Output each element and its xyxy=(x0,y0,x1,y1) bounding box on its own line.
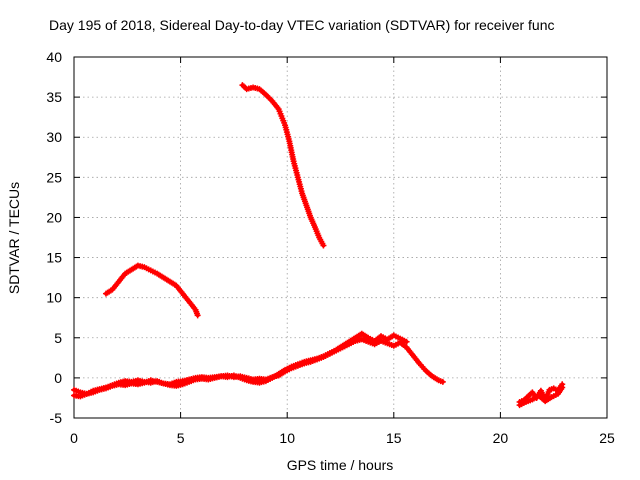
y-tick-label: -5 xyxy=(50,410,63,426)
data-point-marker xyxy=(194,312,201,319)
plot-frame xyxy=(73,56,608,419)
series-arc-d xyxy=(239,82,327,249)
x-axis-label: GPS time / hours xyxy=(287,457,394,473)
y-axis-label: SDTVAR / TECUs xyxy=(6,182,22,294)
y-tick-label: 20 xyxy=(46,209,62,225)
y-tick-label: 10 xyxy=(46,290,62,306)
grid-lines xyxy=(74,57,607,418)
y-tick-label: 40 xyxy=(46,49,62,65)
series-arc-b xyxy=(71,330,410,400)
y-tick-label: 35 xyxy=(46,89,62,105)
x-tick-label: 25 xyxy=(599,430,615,446)
chart-title: Day 195 of 2018, Sidereal Day-to-day VTE… xyxy=(49,17,555,33)
x-tick-label: 10 xyxy=(279,430,295,446)
data-series xyxy=(71,82,566,409)
x-tick-label: 20 xyxy=(493,430,509,446)
y-tick-label: 5 xyxy=(54,330,62,346)
x-tick-label: 15 xyxy=(386,430,402,446)
y-tick-label: 15 xyxy=(46,250,62,266)
data-point-marker xyxy=(320,242,327,249)
y-tick-label: 30 xyxy=(46,129,62,145)
x-tick-label: 5 xyxy=(177,430,185,446)
data-point-marker xyxy=(403,338,410,345)
series-arc-f xyxy=(516,384,566,409)
y-tick-label: 25 xyxy=(46,169,62,185)
data-point-marker xyxy=(559,384,566,391)
y-tick-label: 0 xyxy=(54,370,62,386)
x-tick-label: 0 xyxy=(70,430,78,446)
axis-ticks: 0 5 10 15 20 25 -5 0 5 10 15 20 25 30 35 40 xyxy=(46,49,615,446)
data-point-marker xyxy=(439,378,446,385)
series-arc-c xyxy=(102,262,201,319)
